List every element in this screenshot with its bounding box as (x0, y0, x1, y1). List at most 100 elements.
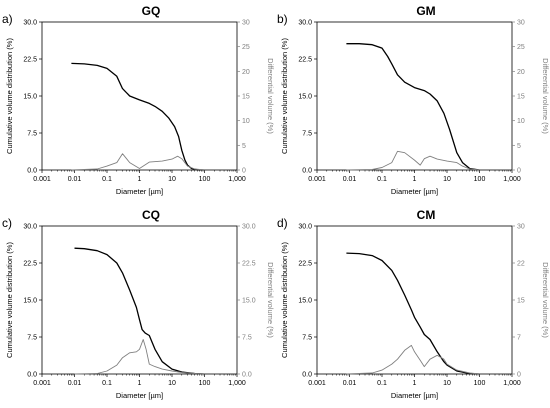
y-axis-title: Cumulative volume distribution (%) (280, 38, 289, 154)
x-tick-label: 100 (199, 380, 211, 387)
x-tick-label: 1,000 (228, 176, 246, 183)
x-tick-label: 1 (138, 176, 142, 183)
x-tick-label: 100 (474, 176, 486, 183)
y-tick-label: 30.0 (298, 20, 312, 27)
x-tick-label: 0.1 (377, 380, 387, 387)
cumulative-volume-line (74, 247, 205, 375)
y2-tick-label: 0.0 (242, 372, 252, 379)
panel-label: d) (277, 216, 288, 230)
x-tick-label: 1,000 (228, 380, 246, 387)
x-tick-label: 0.01 (68, 380, 82, 387)
plot-frame (41, 225, 238, 375)
cumulative-volume-line (346, 43, 480, 171)
y2-axis-title: Differential volume (%) (266, 262, 275, 338)
panel-title: CQ (142, 208, 160, 222)
y-tick-label: 30.0 (23, 224, 37, 231)
y2-tick-label: 20 (242, 69, 250, 76)
y2-tick-label: 15 (517, 298, 525, 305)
differential-volume-line (346, 150, 480, 171)
y-tick-label: 15.0 (23, 94, 37, 101)
y-tick-label: 22.5 (298, 261, 312, 268)
y-tick-label: 7.5 (27, 131, 37, 138)
y-tick-label: 15.0 (298, 94, 312, 101)
panel-title: GM (416, 4, 436, 18)
panel-label: a) (2, 12, 13, 26)
y2-axis-title: Differential volume (%) (541, 58, 550, 134)
y-axis-title: Cumulative volume distribution (%) (5, 242, 14, 358)
x-tick-label: 1 (413, 380, 417, 387)
differential-volume-line (346, 344, 480, 375)
x-tick-label: 0.1 (377, 176, 387, 183)
y2-tick-label: 0 (242, 168, 246, 175)
panel-c: c) CQ 0.001 0.01 0.1 1 10 100 1,000 0.0 7.5 15.0 2… (0, 204, 275, 408)
y2-axis-title: Differential volume (%) (266, 58, 275, 134)
chart-svg: 0.001 0.01 0.1 1 10 100 1,000 0.0 7.5 15.0 22.5 30.… (280, 20, 550, 197)
x-tick-label: 10 (168, 380, 176, 387)
y-tick-label: 0.0 (27, 372, 37, 379)
x-tick-label: 0.01 (343, 380, 357, 387)
x-tick-label: 0.001 (33, 380, 51, 387)
y-tick-label: 22.5 (23, 57, 37, 64)
y2-tick-label: 22.5 (242, 261, 256, 268)
y-tick-label: 0.0 (302, 372, 312, 379)
y2-tick-label: 30.0 (242, 224, 256, 231)
y-axis-title: Cumulative volume distribution (%) (280, 242, 289, 358)
y2-tick-label: 0 (517, 168, 521, 175)
y-tick-label: 22.5 (23, 261, 37, 268)
y2-tick-label: 22 (517, 261, 525, 268)
y2-tick-label: 5 (242, 143, 246, 150)
x-tick-label: 1 (413, 176, 417, 183)
cumulative-volume-line (71, 62, 205, 171)
panel-b: b) GM 0.001 0.01 0.1 1 10 100 1,000 0.0 7.5 15.0 2… (275, 0, 550, 204)
y-tick-label: 0.0 (27, 168, 37, 175)
y2-tick-label: 25 (517, 44, 525, 51)
x-tick-label: 10 (443, 380, 451, 387)
x-tick-label: 0.001 (308, 176, 326, 183)
x-axis-title: Diameter [µm] (116, 391, 163, 400)
x-tick-label: 100 (199, 176, 211, 183)
x-tick-label: 0.1 (102, 176, 112, 183)
y-tick-label: 30.0 (23, 20, 37, 27)
y2-tick-label: 15 (517, 94, 525, 101)
y2-tick-label: 7.5 (242, 335, 252, 342)
y-tick-label: 0.0 (302, 168, 312, 175)
x-tick-label: 10 (443, 176, 451, 183)
x-tick-label: 1,000 (503, 380, 521, 387)
panel-title: CM (416, 208, 436, 222)
panel-d: d) CM 0.001 0.01 0.1 1 10 100 1,000 0.0 7.5 15.0 2… (275, 204, 550, 408)
cumulative-volume-line (346, 252, 480, 375)
y2-tick-label: 7 (517, 335, 521, 342)
y-tick-label: 15.0 (298, 298, 312, 305)
y-tick-label: 30.0 (298, 224, 312, 231)
panel-label: b) (277, 12, 288, 26)
y2-tick-label: 10 (242, 118, 250, 125)
y2-tick-label: 20 (517, 69, 525, 76)
y-tick-label: 7.5 (302, 131, 312, 138)
y2-tick-label: 25 (242, 44, 250, 51)
x-tick-label: 0.1 (102, 380, 112, 387)
x-tick-label: 1 (138, 380, 142, 387)
plot-frame (316, 21, 513, 171)
y2-tick-label: 30 (517, 224, 525, 231)
x-tick-label: 0.01 (68, 176, 82, 183)
y-tick-label: 22.5 (298, 57, 312, 64)
y2-tick-label: 15.0 (242, 298, 256, 305)
y2-tick-label: 30 (242, 20, 250, 27)
x-tick-label: 0.001 (308, 380, 326, 387)
differential-volume-line (71, 153, 205, 171)
panel-a: a) GQ 0.001 0.01 0.1 1 10 100 1,000 0.0 7.5 15.0 2… (0, 0, 275, 204)
chart-svg: 0.001 0.01 0.1 1 10 100 1,0000.07.515.022.530.… (5, 20, 275, 197)
y-tick-label: 7.5 (302, 335, 312, 342)
y2-tick-label: 30 (517, 20, 525, 27)
panel-label: c) (2, 216, 12, 230)
x-tick-label: 0.001 (33, 176, 51, 183)
panel-title: GQ (141, 4, 161, 18)
y2-axis-title: Differential volume (%) (541, 262, 550, 338)
y-axis-title: Cumulative volume distribution (%) (5, 38, 14, 154)
x-tick-label: 1,000 (503, 176, 521, 183)
x-axis-title: Diameter [µm] (391, 391, 438, 400)
plot-frame (41, 21, 238, 171)
x-tick-label: 0.01 (343, 176, 357, 183)
x-tick-label: 10 (168, 176, 176, 183)
